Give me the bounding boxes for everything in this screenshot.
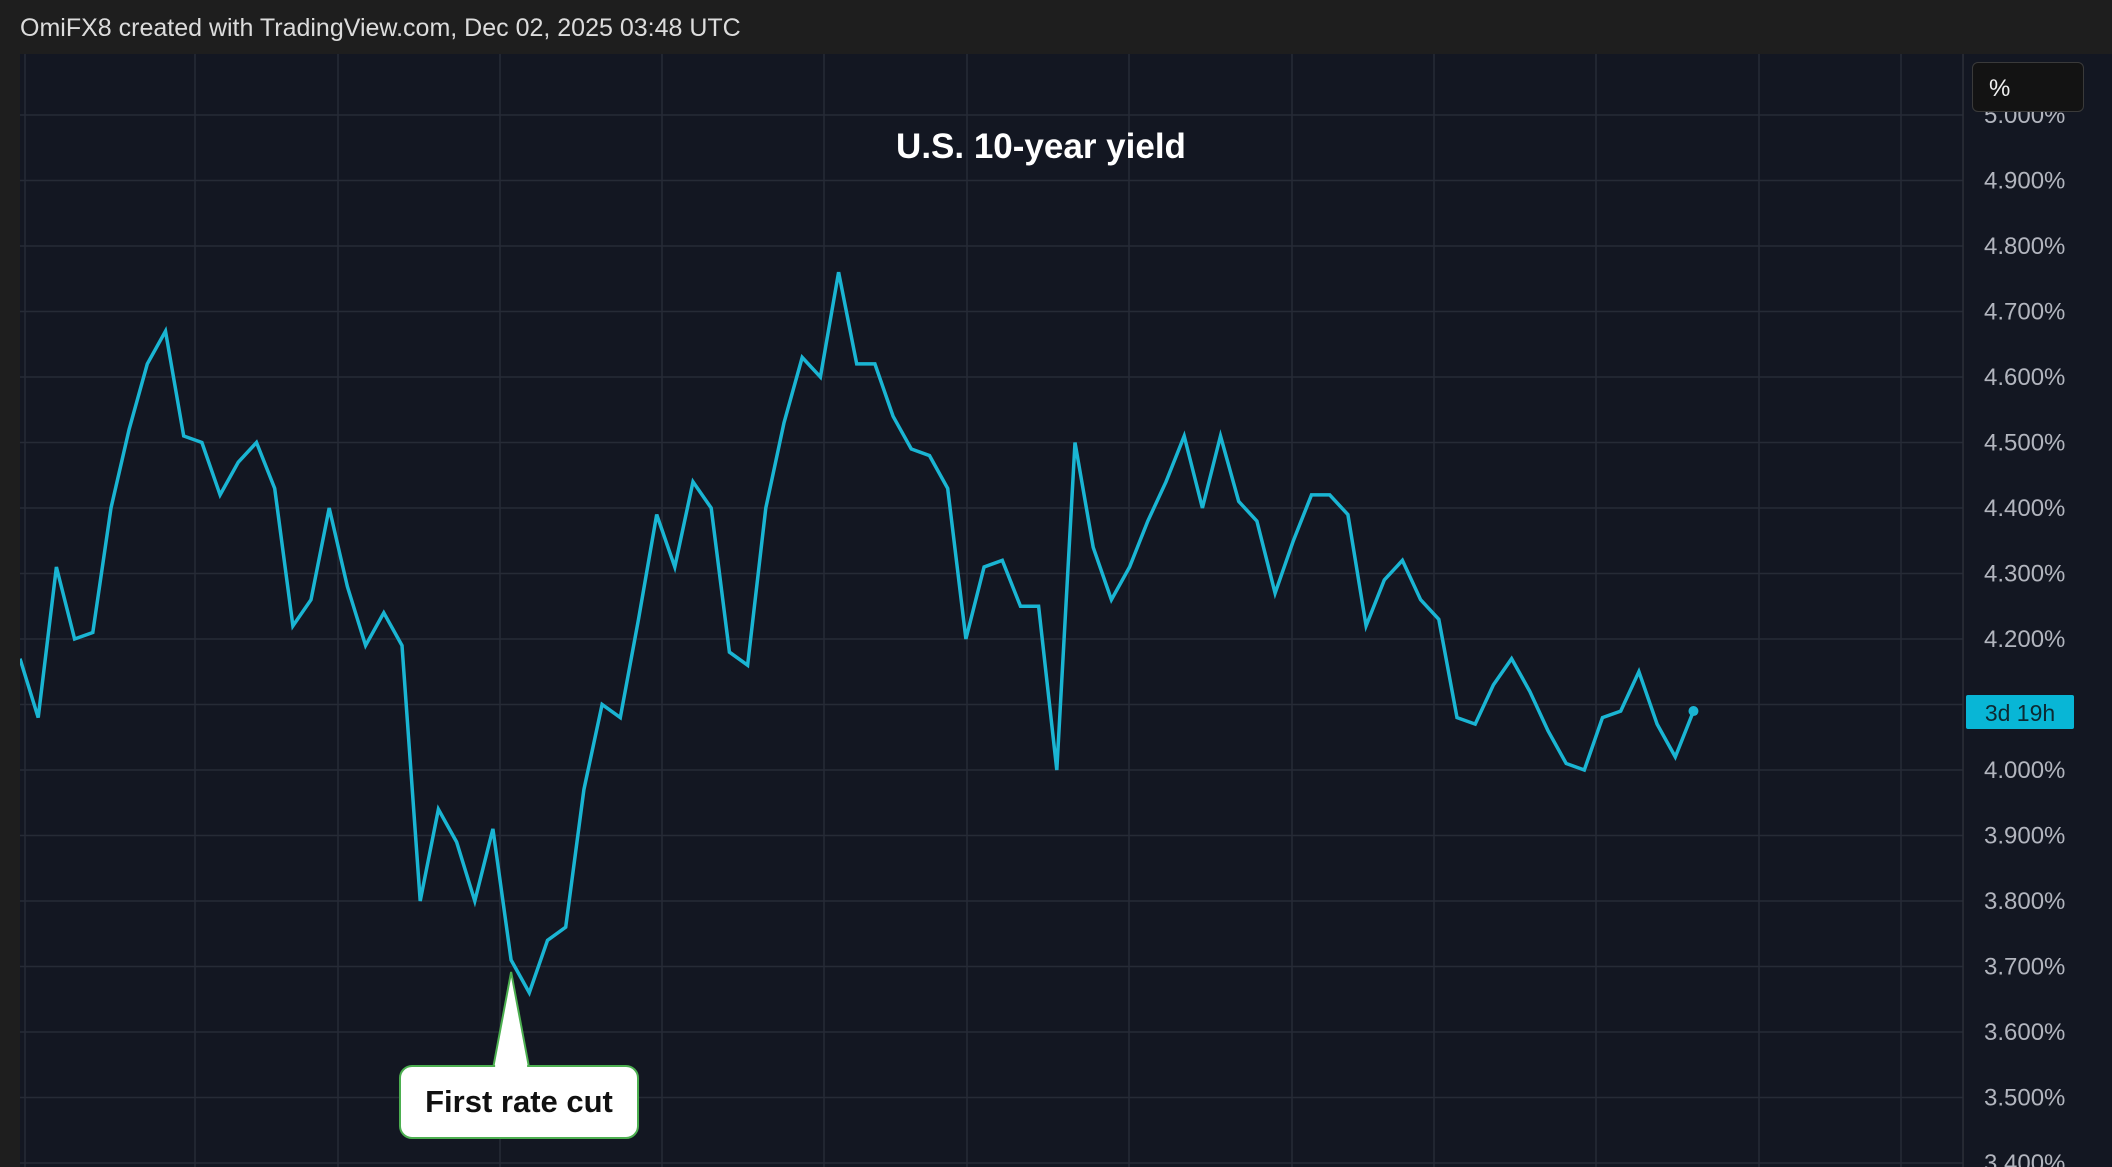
y-tick-label: 3.400% <box>1984 1150 2065 1167</box>
header-bar: OmiFX8 created with TradingView.com, Dec… <box>0 0 2112 54</box>
y-tick-label: 4.200% <box>1984 626 2065 653</box>
plot-background <box>20 54 1963 1167</box>
y-tick-label: 4.400% <box>1984 495 2065 522</box>
unit-label: % <box>1989 75 2011 102</box>
unit-toggle-button[interactable]: % <box>1972 62 2084 112</box>
callout-joint <box>495 1065 528 1071</box>
y-tick-label: 4.900% <box>1984 168 2065 195</box>
y-tick-label: 4.600% <box>1984 364 2065 391</box>
y-tick-label: 3.600% <box>1984 1019 2065 1046</box>
y-tick-label: 4.500% <box>1984 430 2065 457</box>
y-tick-label: 3.900% <box>1984 823 2065 850</box>
countdown-text: 3d 19h <box>1984 700 2056 726</box>
chart-svg: 3.400% 3.500% 3.600% 3.700% 3.800% 3.900% 4.00… <box>20 54 2112 1167</box>
y-tick-label: 3.500% <box>1984 1085 2065 1112</box>
y-tick-label: 4.800% <box>1984 233 2065 260</box>
y-tick-label: 4.300% <box>1984 561 2065 588</box>
chart-title: U.S. 10-year yield <box>896 127 1186 166</box>
price-axis-background <box>1964 54 2112 1167</box>
yield-line-series <box>20 271 1696 997</box>
last-price-dot <box>1688 706 1699 717</box>
y-tick-label: 4.700% <box>1984 299 2065 326</box>
y-tick-label: 3.700% <box>1984 954 2065 981</box>
countdown-label: 3d 19h <box>1966 695 2074 729</box>
credit-text: OmiFX8 created with TradingView.com, Dec… <box>20 14 741 42</box>
y-tick-label: 3.800% <box>1984 888 2065 915</box>
y-tick-label: 4.000% <box>1984 757 2065 784</box>
callout-label: First rate cut <box>425 1084 613 1119</box>
chart-area[interactable]: 3.400% 3.500% 3.600% 3.700% 3.800% 3.900% 4.00… <box>20 54 2112 1167</box>
